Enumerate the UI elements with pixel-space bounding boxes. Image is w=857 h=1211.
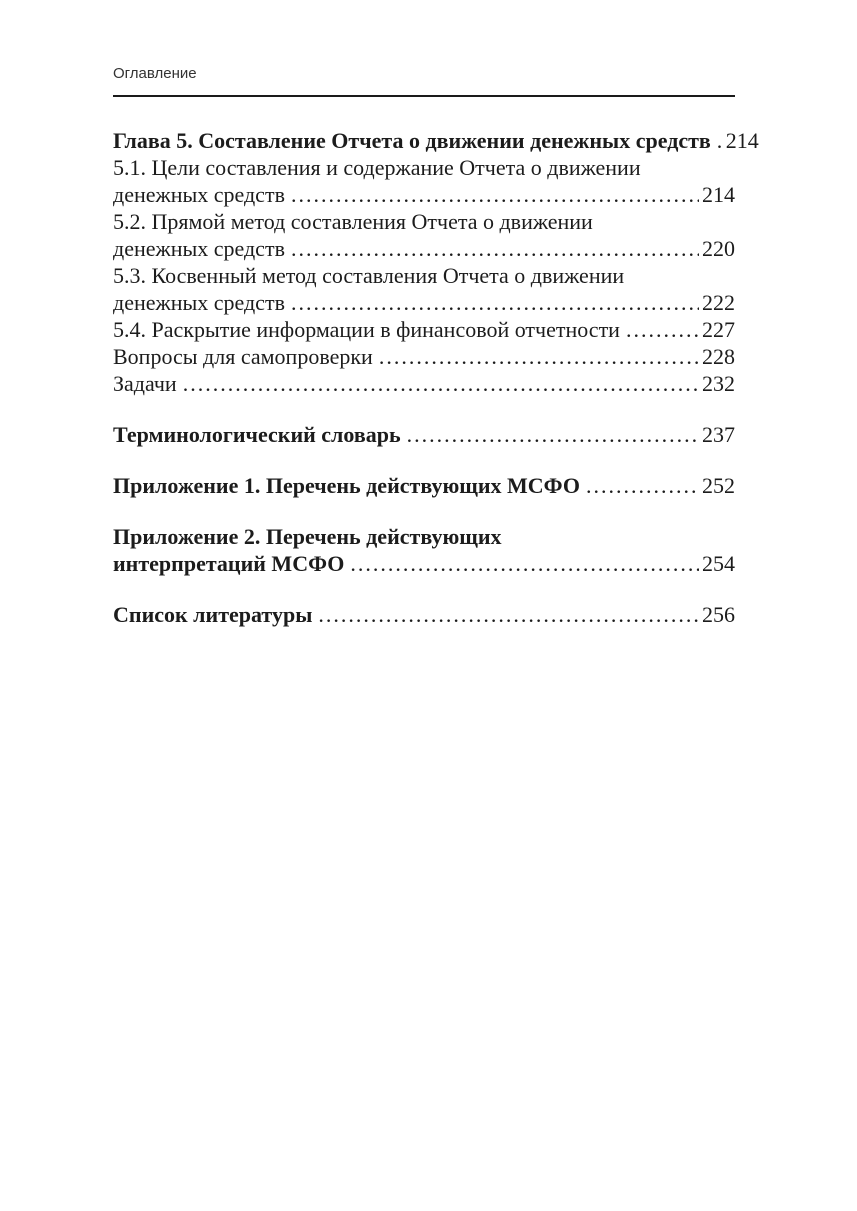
dot-leader xyxy=(291,181,699,208)
toc-entry: Задачи 232 xyxy=(113,370,735,397)
toc-entry-line: Терминологический словарь 237 xyxy=(113,421,735,448)
dot-leader xyxy=(586,472,699,499)
toc-entry-line: Вопросы для самопроверки 228 xyxy=(113,343,735,370)
toc-entry: Терминологический словарь 237 xyxy=(113,421,735,448)
toc-entry-line: Задачи 232 xyxy=(113,370,735,397)
toc-entry-line: Список литературы 256 xyxy=(113,601,735,628)
dot-leader xyxy=(407,421,699,448)
toc-entry-text: денежных средств xyxy=(113,290,285,315)
toc-entry-text: Терминологический словарь xyxy=(113,422,401,447)
toc-entry-text: Приложение 2. Перечень действующих xyxy=(113,524,502,549)
toc-page-number: 254 xyxy=(702,551,735,576)
toc-entry-text: Глава 5. Составление Отчета о движении д… xyxy=(113,128,711,153)
toc-list: Глава 5. Составление Отчета о движении д… xyxy=(113,127,759,628)
toc-entry-line: 5.4. Раскрытие информации в финансовой о… xyxy=(113,316,735,343)
toc-entry: 5.1. Цели составления и содержание Отчет… xyxy=(113,154,735,208)
toc-entry-line: денежных средств 214 xyxy=(113,181,735,208)
toc-entry-line: интерпретаций МСФО 254 xyxy=(113,550,735,577)
toc-entry-line: 5.3. Косвенный метод составления Отчета … xyxy=(113,262,735,289)
dot-leader xyxy=(717,127,723,154)
toc-entry-line: Приложение 1. Перечень действующих МСФО 2… xyxy=(113,472,735,499)
toc-entry-text: Задачи xyxy=(113,371,177,396)
toc-entry-line: Приложение 2. Перечень действующих xyxy=(113,523,735,550)
toc-entry-text: интерпретаций МСФО xyxy=(113,551,345,576)
toc-entry-text: 5.3. Косвенный метод составления Отчета … xyxy=(113,263,625,288)
dot-leader xyxy=(291,289,699,316)
toc-entry: 5.3. Косвенный метод составления Отчета … xyxy=(113,262,735,316)
toc-entry: 5.2. Прямой метод составления Отчета о д… xyxy=(113,208,735,262)
toc-entry-line: Глава 5. Составление Отчета о движении д… xyxy=(113,127,759,154)
toc-entry-line: 5.1. Цели составления и содержание Отчет… xyxy=(113,154,735,181)
toc-entry-line: 5.2. Прямой метод составления Отчета о д… xyxy=(113,208,735,235)
toc-entry-line: денежных средств 220 xyxy=(113,235,735,262)
dot-leader xyxy=(379,343,699,370)
toc-page-number: 232 xyxy=(702,371,735,396)
dot-leader xyxy=(318,601,699,628)
toc-entry-text: 5.1. Цели составления и содержание Отчет… xyxy=(113,155,641,180)
toc-entry-text: Список литературы xyxy=(113,602,313,627)
toc-page-number: 227 xyxy=(702,317,735,342)
toc-entry: 5.4. Раскрытие информации в финансовой о… xyxy=(113,316,735,343)
toc-page-number: 222 xyxy=(702,290,735,315)
toc-entry: Список литературы 256 xyxy=(113,601,735,628)
toc-entry: Приложение 1. Перечень действующих МСФО 2… xyxy=(113,472,735,499)
toc-entry-text: 5.2. Прямой метод составления Отчета о д… xyxy=(113,209,593,234)
dot-leader xyxy=(626,316,699,343)
toc-entry-text: денежных средств xyxy=(113,236,285,261)
toc-entry-text: денежных средств xyxy=(113,182,285,207)
toc-page-number: 228 xyxy=(702,344,735,369)
toc-page-number: 214 xyxy=(702,182,735,207)
toc-page-number: 237 xyxy=(702,422,735,447)
running-head: Оглавление xyxy=(113,64,735,97)
toc-entry-text: 5.4. Раскрытие информации в финансовой о… xyxy=(113,317,620,342)
dot-leader xyxy=(183,370,699,397)
toc-entry: Вопросы для самопроверки 228 xyxy=(113,343,735,370)
toc-entry-text: Вопросы для самопроверки xyxy=(113,344,373,369)
toc-entry: Глава 5. Составление Отчета о движении д… xyxy=(113,127,759,154)
toc-page-number: 214 xyxy=(725,128,759,153)
toc-entry: Приложение 2. Перечень действующих интерп… xyxy=(113,523,735,577)
toc-entry-text: Приложение 1. Перечень действующих МСФО xyxy=(113,473,580,498)
toc-page-number: 256 xyxy=(702,602,735,627)
toc-page-number: 252 xyxy=(702,473,735,498)
dot-leader xyxy=(291,235,699,262)
dot-leader xyxy=(350,550,699,577)
toc-page-number: 220 xyxy=(702,236,735,261)
toc-entry-line: денежных средств 222 xyxy=(113,289,735,316)
